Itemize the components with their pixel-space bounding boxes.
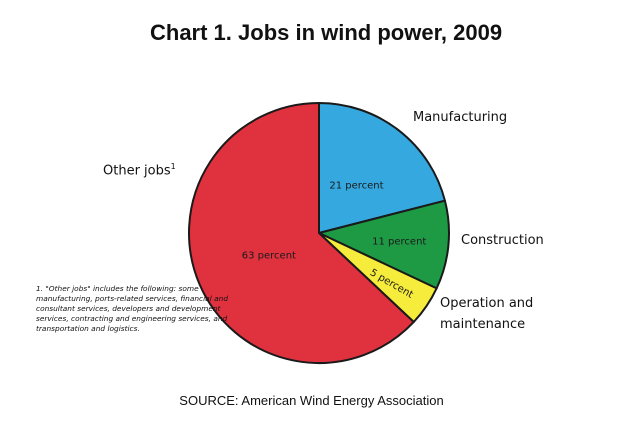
chart-title: Chart 1. Jobs in wind power, 2009 [150,20,503,45]
legend-label-operation-maintenance: Operation and maintenance [440,296,534,332]
legend-label-other-jobs: Other jobs1 [103,162,176,178]
footnote: 1. "Other jobs" includes the following: … [36,284,229,333]
data-label-manufacturing: 21 percent [329,181,383,192]
source-note: SOURCE: American Wind Energy Association [179,393,444,408]
other-jobs-label-text: Other jobs [103,163,171,179]
data-label-construction: 11 percent [372,237,426,248]
footnote-marker: 1 [170,162,176,171]
legend-label-construction: Construction [461,233,544,248]
pie-slice-other-jobs [188,102,415,364]
legend-label-manufacturing: Manufacturing [413,110,508,125]
data-label-other-jobs: 63 percent [242,251,296,262]
pie-slice-manufacturing [318,102,446,234]
pie-slice-construction [318,199,450,290]
